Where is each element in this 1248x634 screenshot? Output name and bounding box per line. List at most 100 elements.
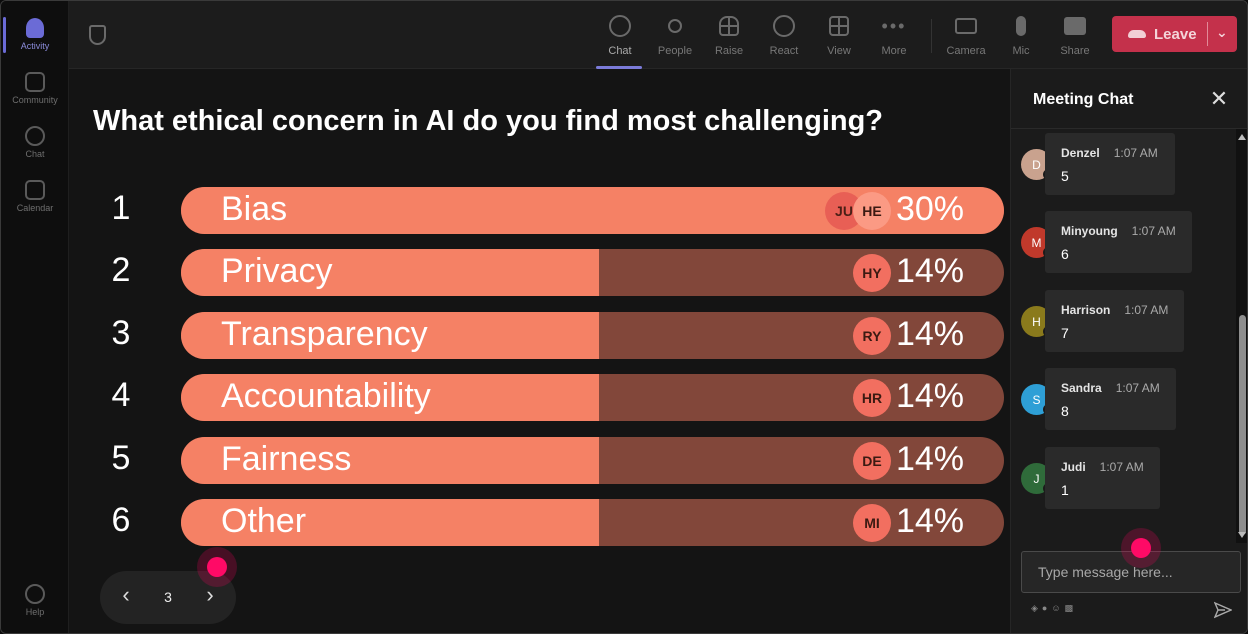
avatar-initial: S — [1032, 392, 1041, 407]
send-icon[interactable] — [1214, 601, 1232, 619]
rail-item-help[interactable]: Help — [1, 575, 69, 625]
share-screen-icon — [1064, 17, 1086, 35]
format-icons[interactable]: ◈●☺▩ — [1031, 603, 1078, 613]
message-text: 1 — [1061, 482, 1069, 498]
option-bar-fill — [181, 436, 599, 484]
poll-results: What ethical concern in AI do you find m… — [69, 69, 1010, 633]
mic-icon — [1016, 16, 1026, 36]
option-bar: Transparency 14% RY — [181, 311, 1004, 359]
option-rank: 3 — [111, 313, 131, 352]
calendar-icon — [25, 179, 45, 200]
option-label: Transparency — [221, 314, 428, 353]
voter-avatar: RY — [853, 316, 891, 355]
option-bar: Accountability 14% HR — [181, 374, 1004, 422]
react-label: React — [769, 45, 799, 57]
chevron-right-icon[interactable]: › — [206, 582, 214, 607]
message-bubble: Denzel 1:07 AM 5 — [1045, 133, 1175, 195]
message-text: 6 — [1061, 246, 1069, 262]
option-rank: 6 — [111, 501, 131, 539]
option-percent: 30% — [895, 190, 964, 228]
community-icon — [25, 71, 45, 92]
scroll-down-icon[interactable] — [1238, 532, 1246, 538]
camera-off-icon — [955, 18, 977, 34]
raise-label: Raise — [714, 45, 744, 57]
poll-option-row: 6 Other 14% MI — [69, 499, 1010, 547]
poll-option-row: 2 Privacy 14% HY — [69, 249, 1010, 297]
option-bar: Other 14% MI — [181, 499, 1004, 546]
avatar-initial: D — [1032, 157, 1041, 172]
option-label: Fairness — [221, 439, 352, 478]
view-button[interactable]: View — [812, 9, 866, 65]
avatar-initial: M — [1031, 235, 1042, 250]
scroll-thumb[interactable] — [1239, 315, 1246, 535]
chat-button[interactable]: Chat — [593, 9, 647, 69]
message-time: 1:07 AM — [1124, 303, 1169, 317]
option-percent: 14% — [895, 502, 964, 540]
camera-button[interactable]: Camera — [939, 9, 993, 65]
mic-button[interactable]: Mic — [994, 9, 1048, 65]
option-label: Other — [221, 502, 307, 540]
more-dots-icon: ••• — [881, 16, 907, 36]
slide-pager: ‹ 3 › — [100, 571, 236, 624]
option-bar-fill — [181, 374, 599, 422]
share-button[interactable]: Share — [1048, 9, 1102, 65]
message-bubble: Judi 1:07 AM 1 — [1045, 447, 1160, 509]
message-time: 1:07 AM — [1099, 460, 1144, 474]
sender-name: Sandra — [1061, 381, 1102, 395]
chat-scrollbar[interactable] — [1236, 129, 1247, 543]
rail-item-calendar[interactable]: Calendar — [1, 171, 69, 221]
leave-button[interactable]: Leave ⌄ — [1112, 16, 1237, 52]
bell-icon — [26, 17, 44, 38]
app-rail: Activity Community Chat Calendar Help — [1, 1, 69, 633]
option-rank: 4 — [111, 376, 131, 415]
poll-option-row: 4 Accountability 14% HR — [69, 374, 1010, 422]
react-button[interactable]: React — [757, 9, 811, 65]
message-bubble: Harrison 1:07 AM 7 — [1045, 290, 1184, 352]
rail-label: Help — [25, 606, 45, 617]
phone-hangup-icon — [1128, 30, 1146, 38]
avatar-initial: H — [1032, 314, 1041, 329]
leave-label: Leave — [1154, 25, 1197, 43]
option-percent: 14% — [895, 314, 964, 353]
message-bubble: Minyoung 1:07 AM 6 — [1045, 211, 1192, 273]
hand-icon — [719, 16, 739, 36]
voter-avatar: HY — [853, 254, 891, 293]
grid-icon — [829, 16, 849, 36]
rail-item-activity[interactable]: Activity — [1, 9, 69, 59]
camera-label: Camera — [946, 45, 986, 57]
chat-title: Meeting Chat — [1033, 91, 1134, 108]
sender-name: Denzel — [1061, 146, 1100, 160]
sender-name: Harrison — [1061, 303, 1111, 317]
scroll-up-icon[interactable] — [1238, 134, 1246, 140]
help-icon — [25, 583, 45, 604]
chat-icon — [609, 15, 631, 37]
chevron-left-icon[interactable]: ‹ — [122, 582, 130, 607]
view-label: View — [827, 45, 851, 57]
option-bar: Fairness 14% DE — [181, 436, 1004, 484]
option-bar: Bias 30% JU HE — [181, 187, 1004, 234]
voter-avatar: MI — [853, 504, 891, 542]
poll-option-row: 3 Transparency 14% RY — [69, 311, 1010, 360]
raise-hand-button[interactable]: Raise — [702, 9, 756, 65]
option-percent: 14% — [895, 439, 964, 478]
pointer-indicator — [197, 547, 237, 587]
option-label: Bias — [221, 190, 288, 228]
chat-label: Chat — [608, 45, 632, 57]
people-button[interactable]: People — [648, 9, 702, 65]
leave-divider — [1207, 22, 1208, 46]
rail-item-community[interactable]: Community — [1, 63, 69, 113]
close-icon[interactable]: ✕ — [1209, 86, 1229, 111]
people-label: People — [657, 45, 693, 57]
meeting-toolbar: Chat People Raise React View ••• More Ca… — [69, 1, 1247, 69]
chevron-down-icon[interactable]: ⌄ — [1216, 24, 1228, 40]
rail-label: Chat — [25, 148, 45, 159]
more-button[interactable]: ••• More — [867, 9, 921, 65]
rail-label: Community — [12, 94, 58, 105]
poll-question: What ethical concern in AI do you find m… — [93, 105, 884, 137]
meeting-chat-panel: Meeting Chat ✕ D Denzel 1:07 AM 5 M Minyoung 1… — [1010, 69, 1247, 633]
chat-message-input[interactable]: Type message here... — [1021, 551, 1241, 593]
rail-item-chat[interactable]: Chat — [1, 117, 69, 167]
voter-avatar: HR — [853, 379, 891, 418]
sender-name: Minyoung — [1061, 224, 1118, 238]
